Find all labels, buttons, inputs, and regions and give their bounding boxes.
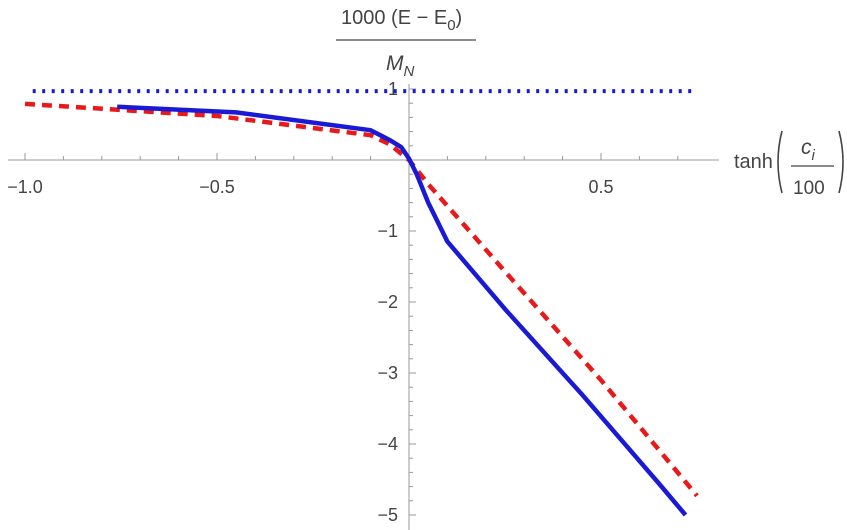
major-ticks xyxy=(24,88,602,516)
x-axis-label-close-paren xyxy=(838,130,844,194)
y-tick-label: −5 xyxy=(377,505,398,525)
series-line-solid xyxy=(117,104,688,517)
tick-labels: −1.0 −0.5 0.5 1 −1 −2 −3 −4 −5 xyxy=(7,79,613,525)
x-tick-label: 0.5 xyxy=(588,177,613,197)
y-axis-label-numerator-subscript: 0 xyxy=(447,17,455,34)
y-axis-label-numerator: 1000 (E − E0) xyxy=(341,7,462,34)
x-tick-label: −0.5 xyxy=(199,177,235,197)
y-tick-label: −1 xyxy=(377,221,398,241)
x-axis-label: tanh ci 100 xyxy=(734,130,844,199)
x-tick-label: −1.0 xyxy=(7,177,43,197)
x-axis-label-denominator: 100 xyxy=(793,178,825,199)
y-tick-label: −2 xyxy=(377,292,398,312)
y-axis-label-denominator: MN xyxy=(386,52,415,80)
series-layer xyxy=(24,89,699,517)
y-tick-label: 1 xyxy=(388,79,398,99)
x-axis-label-function: tanh xyxy=(734,151,773,173)
x-axis-label-numerator: ci xyxy=(801,136,816,164)
axes: −1.0 −0.5 0.5 1 −1 −2 −3 −4 −5 xyxy=(7,79,719,530)
y-tick-label: −4 xyxy=(377,434,398,454)
x-axis-label-numerator-subscript: i xyxy=(812,147,816,164)
y-axis-label: 1000 (E − E0) MN xyxy=(336,7,476,80)
y-tick-label: −3 xyxy=(377,363,398,383)
series-line-dashed xyxy=(24,101,699,498)
y-axis-label-denominator-subscript: N xyxy=(404,63,415,80)
minor-ticks xyxy=(62,102,679,502)
x-axis-label-open-paren xyxy=(777,130,783,194)
